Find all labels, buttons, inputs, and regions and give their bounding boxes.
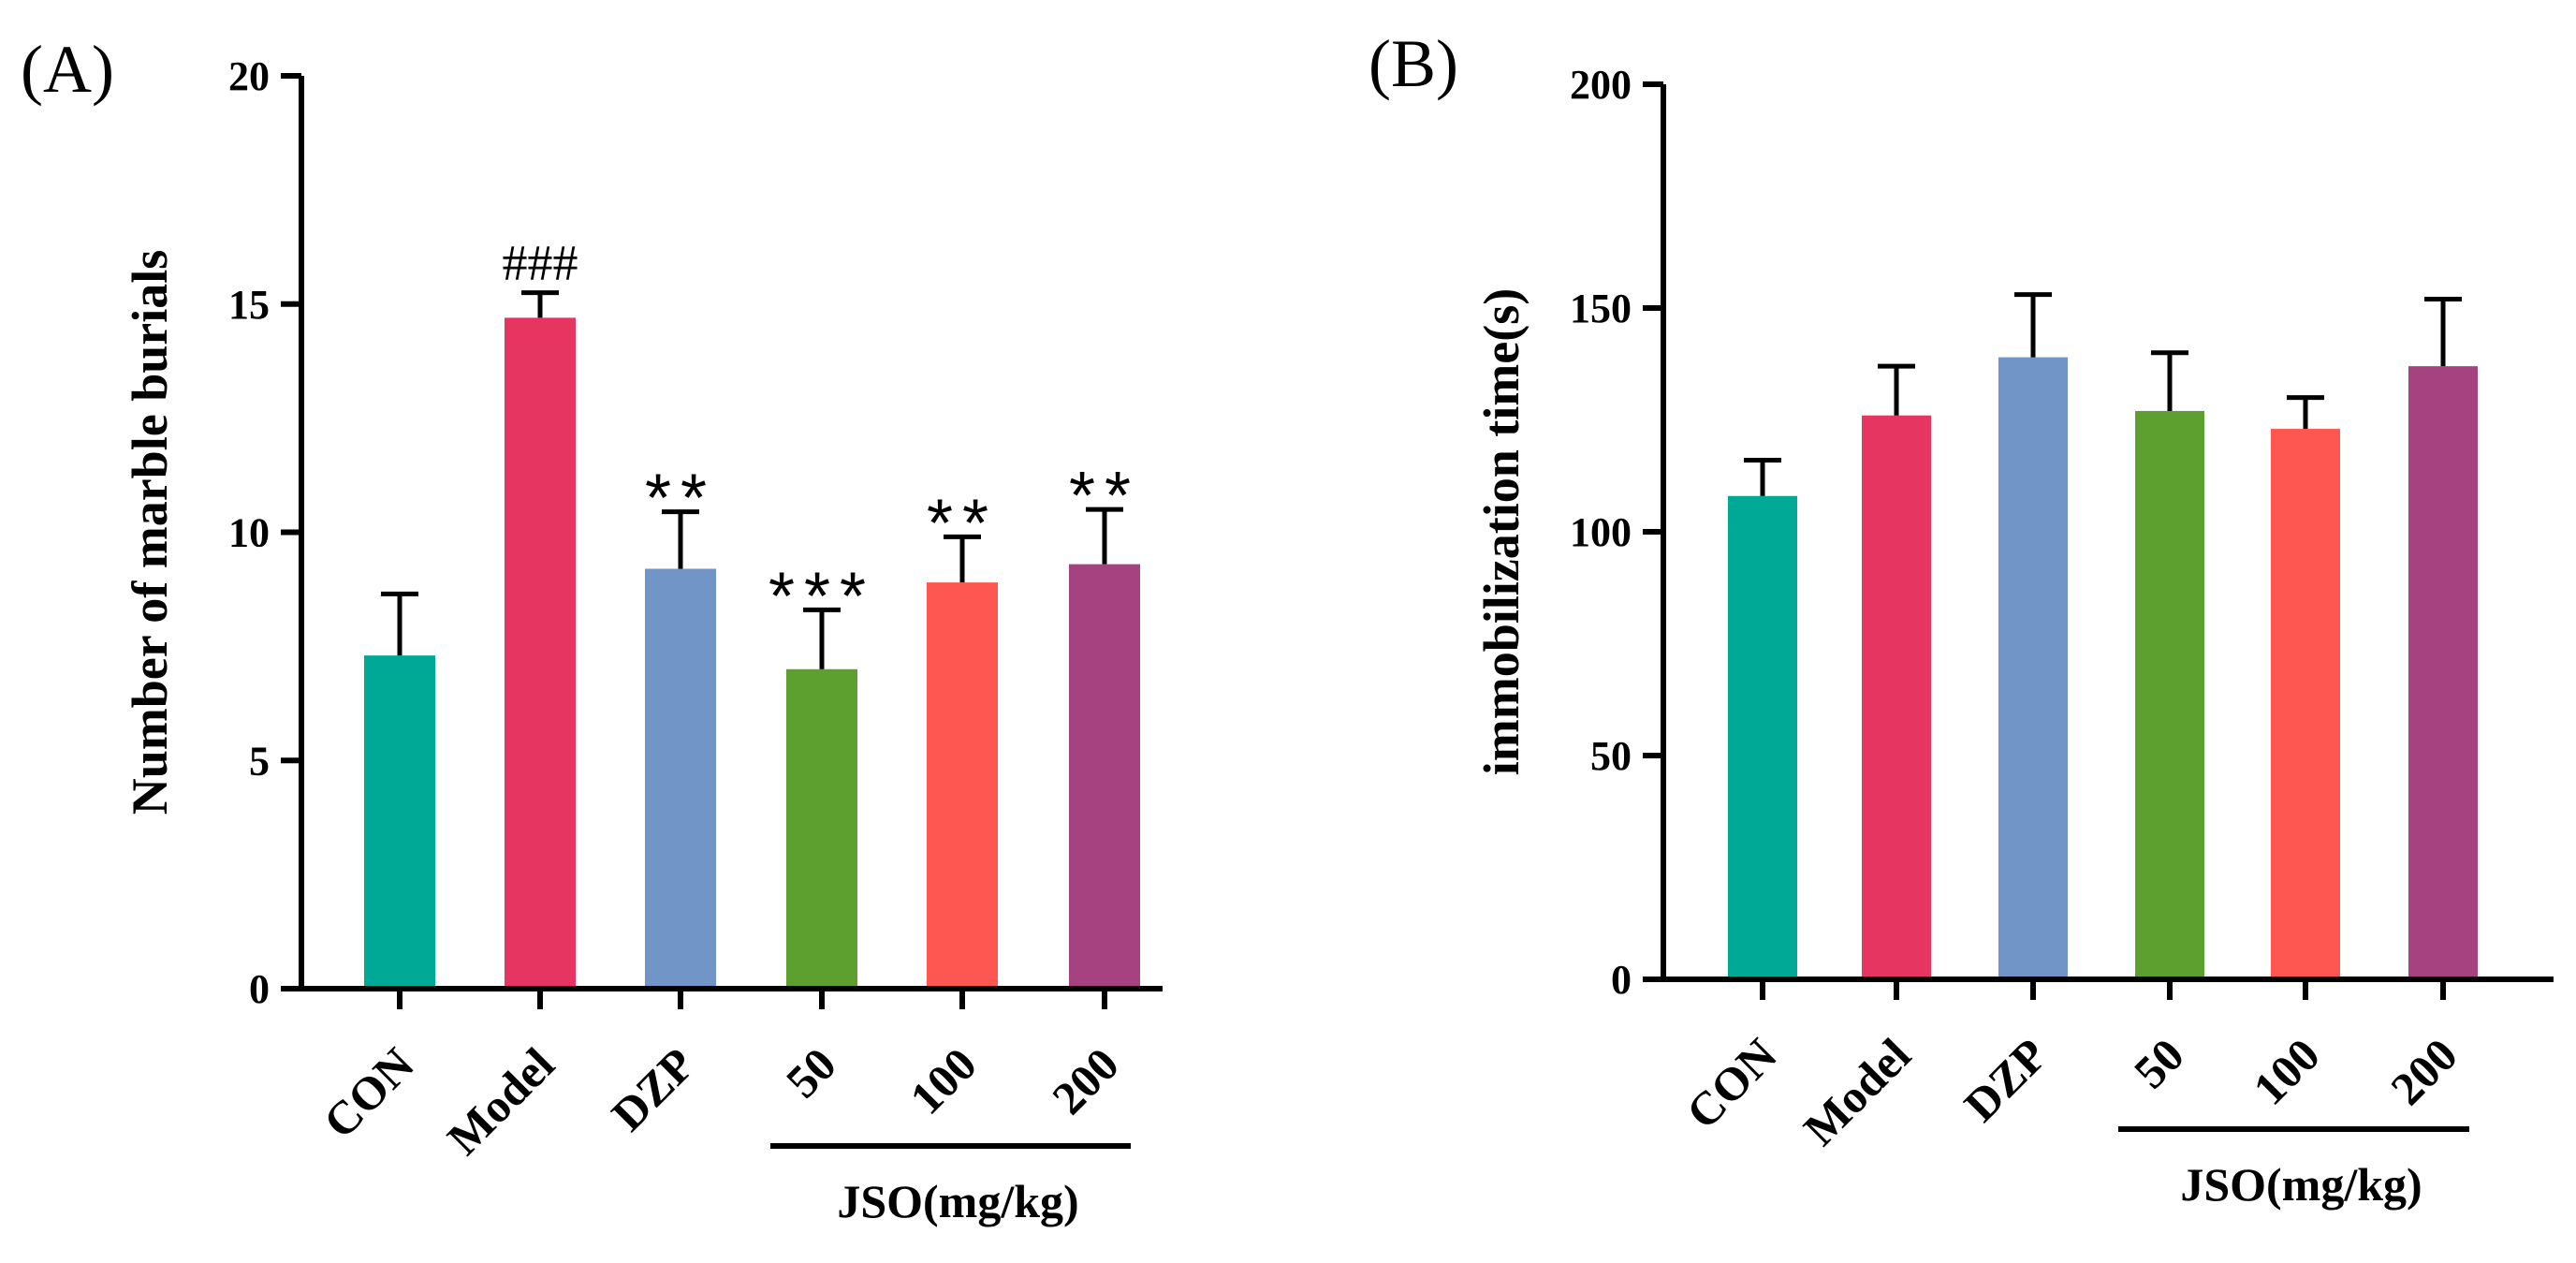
y-tick-label-a-2: 10 xyxy=(228,510,270,556)
significance-mark-a-4: ** xyxy=(927,486,998,561)
y-axis-title-a: Number of marble burials xyxy=(122,250,178,815)
bar-a-3 xyxy=(786,668,857,989)
y-tick-label-b-0: 0 xyxy=(1611,957,1632,1003)
category-label-b-4: 100 xyxy=(2243,1028,2330,1115)
category-label-b-0: CON xyxy=(1676,1028,1787,1138)
bar-b-3 xyxy=(2135,410,2204,979)
y-tick-label-b-4: 200 xyxy=(1570,62,1632,108)
panel-label-a: (A) xyxy=(21,32,114,107)
bar-b-4 xyxy=(2271,429,2340,979)
group-label-a: JSO(mg/kg) xyxy=(837,1175,1078,1227)
significance-mark-a-3: *** xyxy=(768,559,875,634)
category-label-a-4: 100 xyxy=(900,1037,987,1124)
bar-a-5 xyxy=(1069,564,1140,989)
category-label-a-2: DZP xyxy=(601,1037,704,1140)
bar-b-5 xyxy=(2408,366,2478,979)
category-label-b-1: Model xyxy=(1793,1028,1921,1155)
category-label-a-1: Model xyxy=(437,1037,564,1165)
bar-a-1 xyxy=(505,317,576,989)
chart-panel-a: (A)Number of marble burials ###******* **0… xyxy=(21,32,1163,1227)
y-tick-label-b-3: 150 xyxy=(1570,286,1632,331)
y-tick-label-a-1: 5 xyxy=(249,738,270,784)
panel-label-b: (B) xyxy=(1368,26,1458,101)
bar-a-4 xyxy=(927,582,998,989)
category-label-b-2: DZP xyxy=(1954,1028,2056,1131)
y-tick-label-b-1: 50 xyxy=(1590,733,1632,779)
significance-mark-a-2: ** xyxy=(645,462,716,536)
bar-a-2 xyxy=(645,568,716,989)
bar-a-0 xyxy=(364,655,435,989)
y-tick-label-a-4: 20 xyxy=(228,53,270,99)
category-label-a-0: CON xyxy=(314,1037,424,1148)
category-label-a-5: 200 xyxy=(1042,1037,1129,1124)
bar-b-1 xyxy=(1862,415,1931,980)
category-label-b-3: 50 xyxy=(2124,1028,2194,1098)
y-axis-title-b: immobilization time(s) xyxy=(1473,288,1530,775)
y-tick-label-a-0: 0 xyxy=(249,966,270,1012)
category-label-a-3: 50 xyxy=(776,1037,846,1108)
y-tick-label-a-3: 15 xyxy=(228,282,270,328)
significance-mark-a-1: ### xyxy=(503,235,578,291)
bar-b-2 xyxy=(1998,357,2068,980)
significance-mark-a-5: ** xyxy=(1069,459,1140,534)
chart-panel-b: (B) immobilization time(s) 0 50 100 150 200 CON… xyxy=(1368,26,2554,1211)
y-tick-label-b-2: 100 xyxy=(1570,509,1632,555)
group-label-b: JSO(mg/kg) xyxy=(2180,1158,2422,1211)
bar-b-0 xyxy=(1728,495,1797,979)
category-label-b-5: 200 xyxy=(2380,1028,2467,1115)
